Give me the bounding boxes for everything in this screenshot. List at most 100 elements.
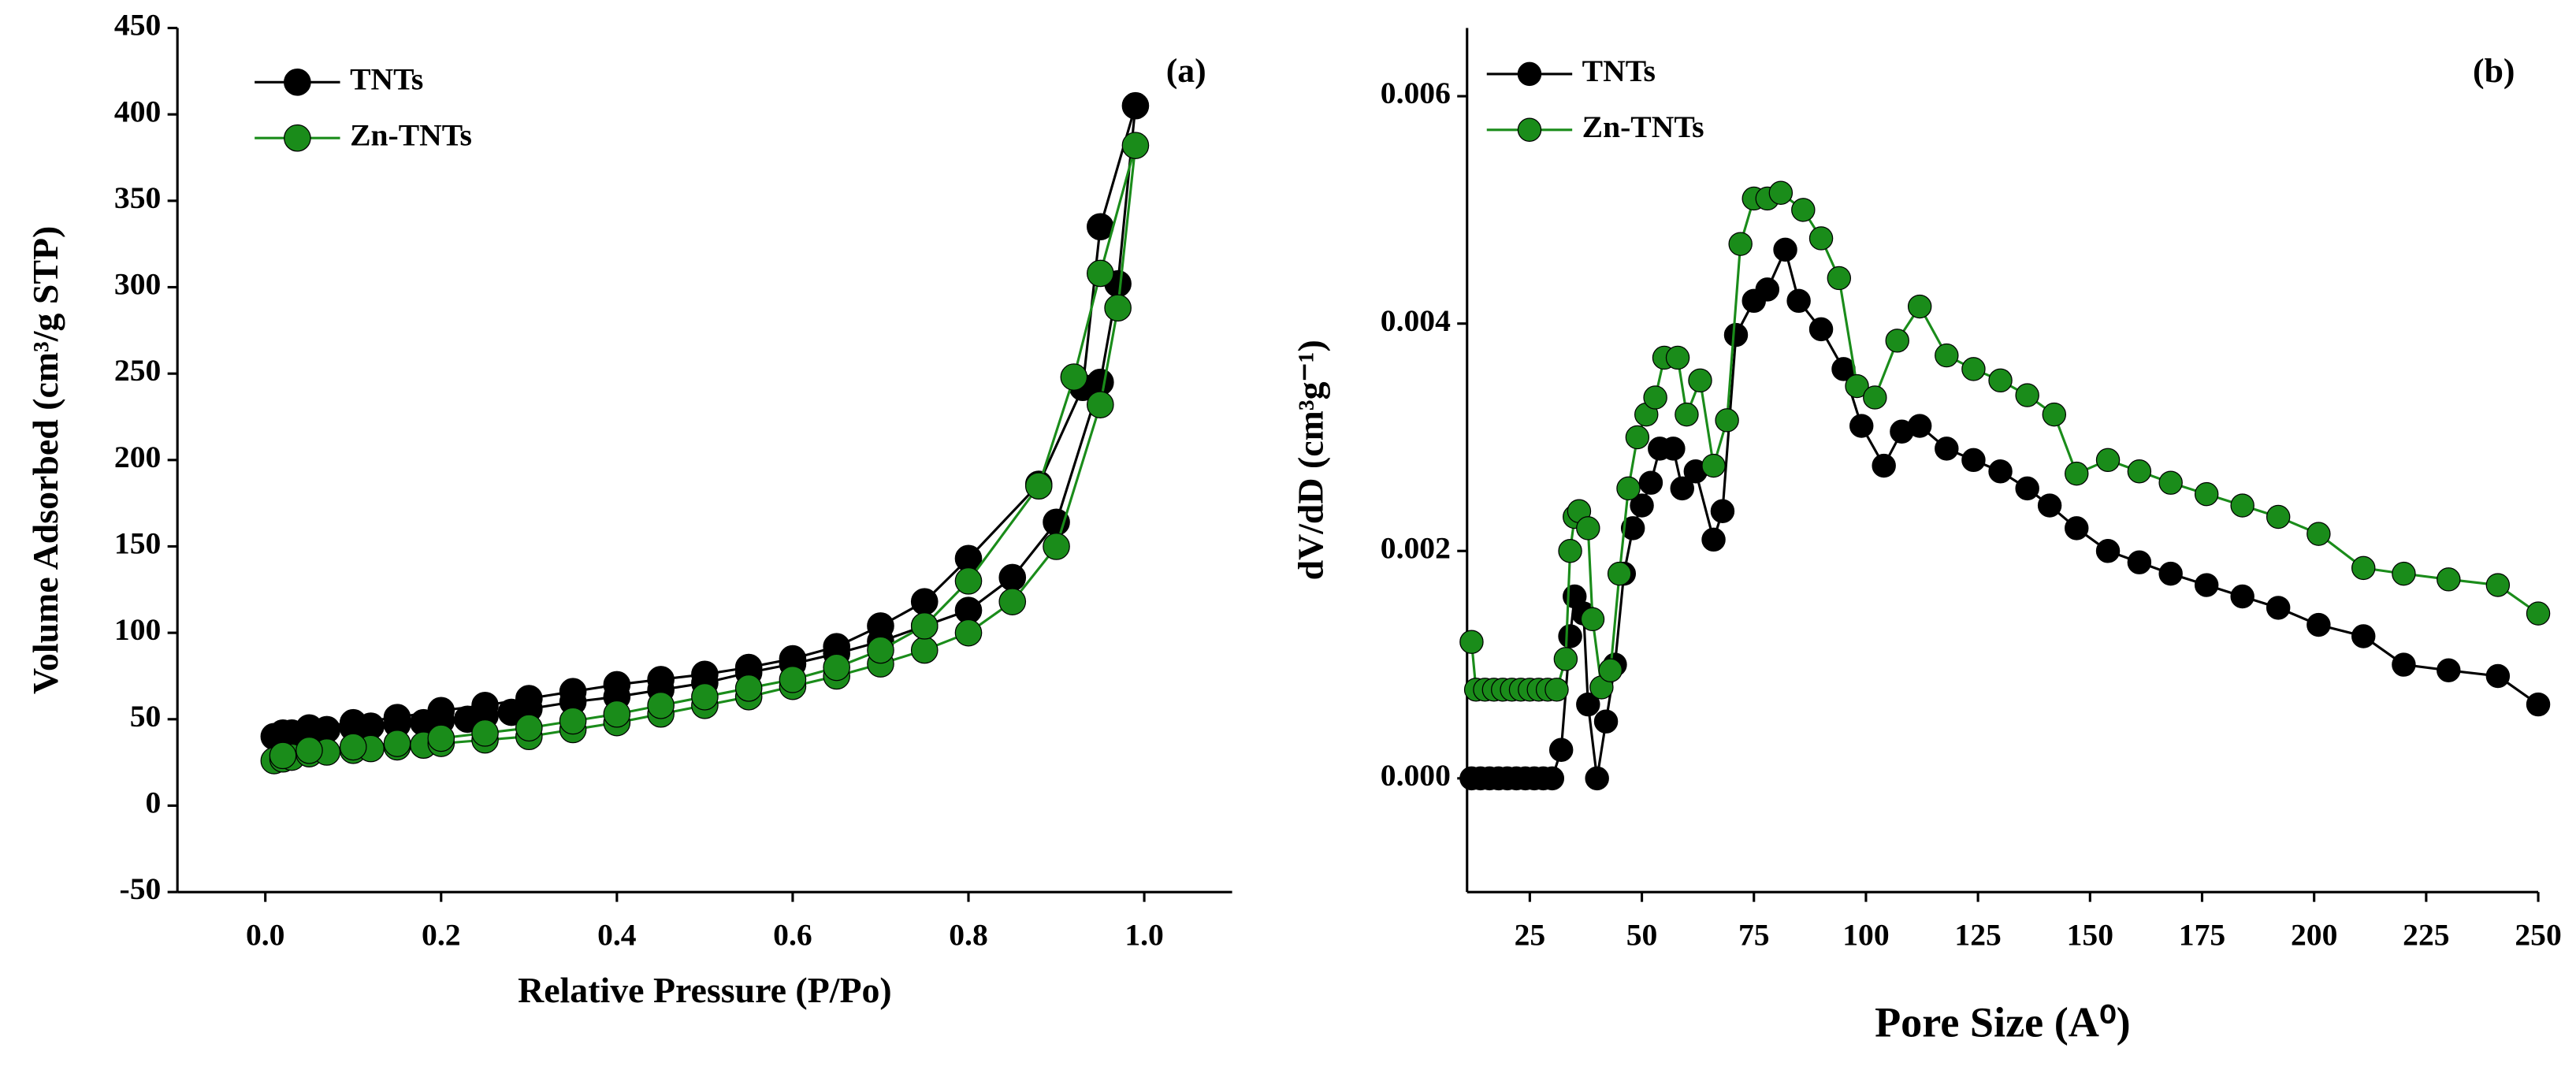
data-point <box>1935 343 1959 368</box>
y-tick-label: 0.000 <box>1381 758 1451 793</box>
data-point <box>1593 709 1619 734</box>
y-tick-label: 100 <box>114 612 161 647</box>
data-point <box>2485 573 2511 597</box>
data-point <box>2015 476 2039 501</box>
y-tick-label: 250 <box>114 353 161 388</box>
data-point <box>1907 414 1932 438</box>
data-point <box>603 671 631 699</box>
data-point <box>1755 277 1780 302</box>
data-point <box>603 700 631 728</box>
data-point <box>2437 567 2461 592</box>
data-point <box>1988 459 2013 484</box>
data-point <box>2437 658 2461 682</box>
data-point <box>383 730 411 757</box>
data-point <box>1620 516 1645 541</box>
data-point <box>954 619 983 647</box>
data-point <box>2095 539 2121 563</box>
data-point <box>2392 652 2416 677</box>
data-point <box>269 741 297 770</box>
data-point <box>1728 232 1753 256</box>
x-axis-label: Pore Size (A⁰) <box>1875 999 2131 1046</box>
x-tick-label: 150 <box>2067 918 2113 953</box>
data-point <box>1808 226 1834 251</box>
data-point <box>1849 414 1874 438</box>
data-point <box>1845 373 1869 399</box>
legend-label: Zn-TNTs <box>350 117 472 152</box>
data-point <box>998 563 1027 592</box>
data-point <box>1710 499 1735 523</box>
data-point <box>1872 453 1896 478</box>
data-point <box>1791 198 1816 222</box>
data-point <box>1885 329 1909 353</box>
data-point <box>1907 294 1932 319</box>
panel-label: (b) <box>2473 52 2515 90</box>
data-point <box>1585 766 1609 791</box>
data-point <box>867 636 894 664</box>
data-point <box>1598 658 1623 682</box>
data-point <box>2526 601 2551 626</box>
data-point <box>1723 322 1749 347</box>
data-point <box>2065 516 2089 541</box>
x-tick-label: 100 <box>1842 918 1889 953</box>
x-tick-label: 25 <box>1515 918 1546 953</box>
data-point <box>471 719 499 747</box>
x-tick-label: 0.8 <box>949 918 988 953</box>
data-point <box>1808 317 1834 342</box>
data-point <box>1638 470 1663 495</box>
x-tick-label: 0.4 <box>597 918 637 953</box>
y-tick-label: 400 <box>114 94 161 128</box>
data-point <box>779 666 807 693</box>
y-tick-label: 50 <box>130 699 162 734</box>
data-point <box>1630 493 1654 518</box>
data-point <box>867 612 894 640</box>
data-point <box>998 588 1027 615</box>
y-tick-label: 0 <box>146 786 162 820</box>
x-tick-label: 75 <box>1738 918 1770 953</box>
legend-label: TNTs <box>350 61 423 96</box>
data-point <box>910 588 939 615</box>
data-point <box>1087 391 1114 418</box>
data-point <box>2266 596 2291 620</box>
legend-label: Zn-TNTs <box>1582 110 1704 144</box>
data-point <box>2194 573 2219 597</box>
data-point <box>515 685 543 712</box>
data-point <box>1558 539 1582 563</box>
y-tick-label: 450 <box>114 8 161 43</box>
y-axis-label: dV/dD (cm³g⁻¹) <box>1290 340 1330 580</box>
data-point <box>1701 453 1726 478</box>
data-point <box>1715 408 1739 433</box>
data-point <box>2127 459 2152 484</box>
data-point <box>1558 624 1582 648</box>
y-tick-label: -50 <box>120 871 162 906</box>
data-point <box>2042 402 2067 427</box>
data-point <box>1548 737 1574 762</box>
data-point <box>1104 294 1132 322</box>
data-point <box>559 707 587 735</box>
data-point <box>910 636 939 664</box>
legend-label: TNTs <box>1582 54 1656 88</box>
data-point <box>2526 692 2551 717</box>
data-point <box>1625 425 1650 450</box>
x-tick-label: 1.0 <box>1124 918 1164 953</box>
data-point <box>427 697 455 725</box>
data-point <box>1544 678 1569 702</box>
data-point <box>2158 470 2183 495</box>
x-tick-label: 225 <box>2403 918 2449 953</box>
x-tick-label: 200 <box>2291 918 2337 953</box>
data-point <box>691 682 719 711</box>
data-point <box>2037 493 2062 518</box>
legend-marker <box>1517 117 1542 142</box>
data-point <box>2095 448 2121 473</box>
data-point <box>1688 368 1712 393</box>
data-point <box>1935 437 1959 461</box>
data-point <box>1616 476 1641 501</box>
data-point <box>1670 476 1694 501</box>
data-point <box>471 691 499 719</box>
y-axis-label: Volume Adsorbed (cm³/g STP) <box>25 226 65 694</box>
x-tick-label: 0.0 <box>246 918 285 953</box>
y-tick-label: 0.006 <box>1381 76 1451 110</box>
data-point <box>734 674 763 702</box>
data-point <box>1786 288 1811 314</box>
x-tick-label: 250 <box>2515 918 2561 953</box>
